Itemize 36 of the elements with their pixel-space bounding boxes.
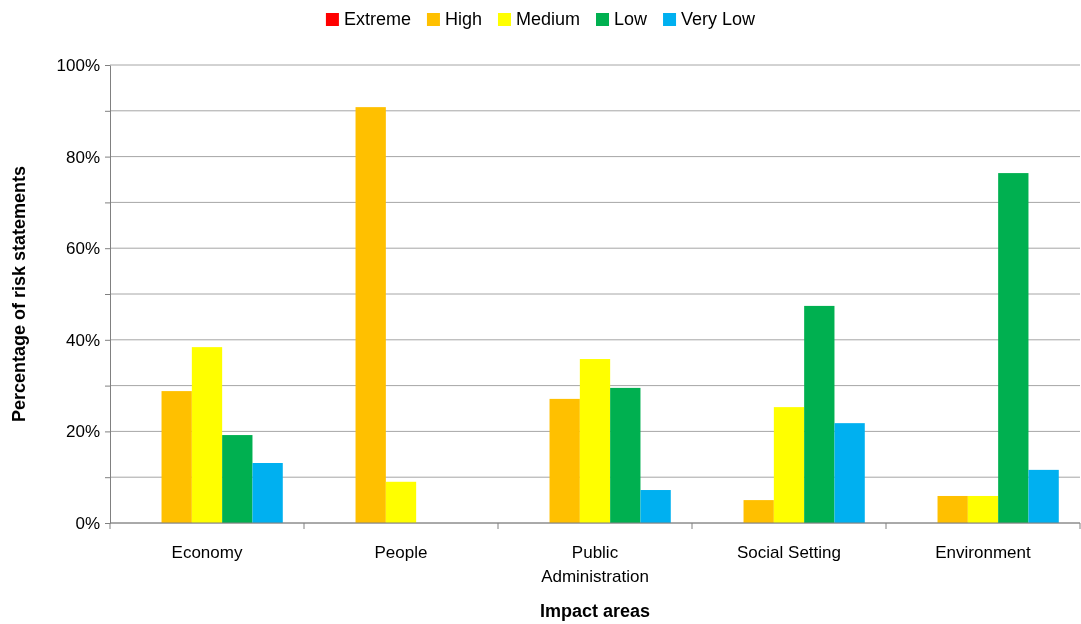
bar (610, 387, 641, 523)
x-axis-title: Impact areas (539, 601, 651, 621)
legend-label: Extreme (343, 9, 411, 29)
bar (579, 359, 611, 523)
bar (549, 398, 580, 523)
y-axis-title: Percentage of risk statements (9, 165, 29, 423)
y-tick-label: 100% (56, 55, 100, 75)
bar (222, 435, 253, 523)
legend-label: Medium (515, 9, 581, 29)
bar (252, 463, 283, 523)
bar (191, 347, 223, 523)
y-tick-label: 0% (75, 513, 100, 533)
bar (804, 305, 835, 523)
legend-label: Low (614, 9, 649, 29)
x-tick-label: Environment (935, 543, 1031, 562)
bar (743, 500, 774, 523)
legend-label: Very Low (681, 9, 757, 29)
bar (355, 107, 386, 523)
x-tick-label: Social Setting (737, 543, 841, 562)
y-tick-label: 40% (65, 330, 100, 350)
x-tick-label: Economy (171, 543, 243, 562)
bar (1028, 469, 1059, 523)
bar (161, 391, 192, 523)
bar (773, 407, 805, 523)
legend-label: High (444, 9, 482, 29)
y-tick-label: 80% (65, 147, 100, 167)
x-tick-label: People (374, 543, 428, 562)
x-tick-label: Public Administration (541, 543, 649, 586)
bar (998, 173, 1029, 523)
y-tick-label: 20% (65, 422, 100, 442)
y-tick-label: 60% (65, 239, 100, 259)
bar (967, 495, 999, 523)
bar (640, 490, 671, 523)
bar (385, 481, 417, 523)
bar (834, 423, 865, 523)
bar (937, 495, 968, 523)
